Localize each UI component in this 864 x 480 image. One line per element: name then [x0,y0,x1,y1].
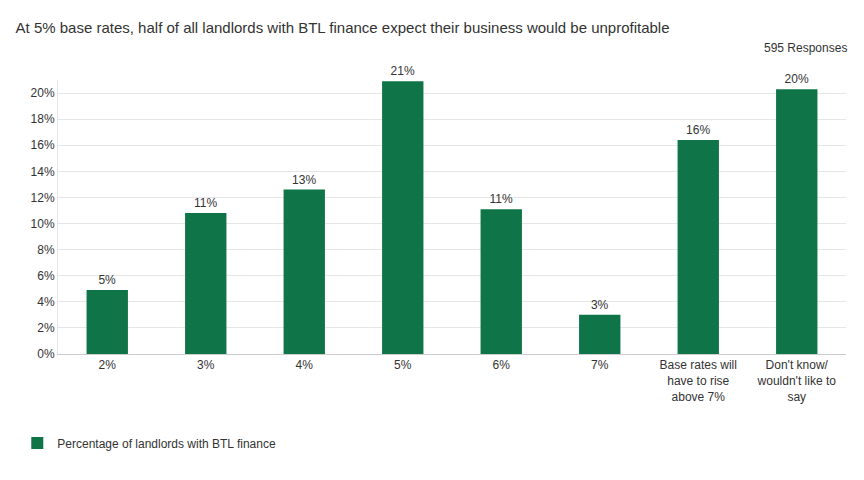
svg-text:Don't know/wouldn't like tosay: Don't know/wouldn't like tosay [757,358,837,403]
svg-text:595 Responses: 595 Responses [764,41,847,55]
svg-text:20%: 20% [31,86,55,100]
svg-text:Base rates willhave to riseabo: Base rates willhave to riseabove 7% [660,358,737,403]
svg-text:16%: 16% [31,138,55,152]
svg-text:21%: 21% [391,64,415,78]
svg-text:6%: 6% [493,358,511,372]
svg-text:8%: 8% [37,243,55,257]
svg-text:Percentage of landlords with B: Percentage of landlords with BTL finance [57,437,276,451]
svg-text:11%: 11% [490,192,513,206]
svg-text:7%: 7% [591,358,609,372]
svg-text:5%: 5% [98,273,116,287]
svg-text:14%: 14% [31,165,55,179]
svg-text:20%: 20% [785,72,809,86]
svg-text:18%: 18% [31,112,55,126]
svg-text:4%: 4% [296,358,314,372]
svg-text:11%: 11% [194,196,217,210]
svg-text:13%: 13% [292,173,316,187]
svg-text:6%: 6% [37,269,55,283]
svg-text:10%: 10% [31,217,55,231]
svg-text:2%: 2% [99,358,117,372]
svg-text:5%: 5% [394,358,412,372]
svg-text:2%: 2% [37,321,55,335]
svg-text:3%: 3% [197,358,215,372]
svg-text:12%: 12% [31,191,55,205]
svg-text:4%: 4% [37,295,55,309]
svg-text:3%: 3% [591,298,609,312]
svg-text:0%: 0% [37,347,55,361]
svg-text:At 5% base rates, half of all: At 5% base rates, half of all landlords … [16,19,670,36]
svg-text:16%: 16% [686,123,710,137]
